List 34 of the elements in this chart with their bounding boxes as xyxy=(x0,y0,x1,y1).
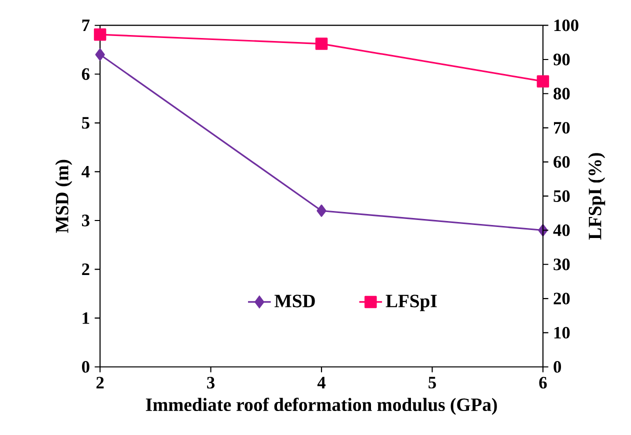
y2-tick-label: 10 xyxy=(554,326,570,339)
y2-tick-label: 90 xyxy=(553,54,570,66)
y2-tick-label: 40 xyxy=(553,224,570,236)
y-tick-label: 1 xyxy=(82,312,90,324)
y-axis-title: MSD (m) xyxy=(55,160,72,233)
y2-tick-label: 30 xyxy=(554,258,570,270)
y2-tick-label: 0 xyxy=(554,361,562,373)
y2-tick-label: 80 xyxy=(554,88,570,100)
point xyxy=(316,204,326,217)
y2-tick-label: 20 xyxy=(554,292,570,304)
y2-axis-title: LFSpI (%) xyxy=(588,153,606,240)
y-tick-label: 2 xyxy=(82,264,90,276)
legend-label: LFSpI xyxy=(386,294,437,312)
point xyxy=(315,38,328,50)
point xyxy=(95,48,105,61)
y2-tick-label: 50 xyxy=(554,190,570,202)
legend-label: MSD xyxy=(274,294,315,308)
y-tick-label: 0 xyxy=(82,361,90,373)
y2-tick-label: 70 xyxy=(554,122,570,134)
y-tick-label: 6 xyxy=(82,68,90,80)
y2-tick-label: 100 xyxy=(554,20,578,32)
x-tick-label: 5 xyxy=(428,376,436,388)
x-tick-label: 6 xyxy=(539,376,547,389)
y-tick-label: 4 xyxy=(82,166,90,178)
x-tick-label: 2 xyxy=(96,376,104,388)
x-tick-label: 3 xyxy=(207,376,215,389)
y2-tick-label: 60 xyxy=(554,156,570,168)
y-tick-label: 7 xyxy=(82,20,90,32)
point xyxy=(536,75,550,88)
x-tick-label: 4 xyxy=(317,376,326,388)
y-tick-label: 5 xyxy=(82,117,90,129)
y-tick-label: 3 xyxy=(82,214,90,226)
point xyxy=(94,28,106,41)
x-axis-title: Immediate roof deformation modulus (GPa) xyxy=(146,398,497,415)
